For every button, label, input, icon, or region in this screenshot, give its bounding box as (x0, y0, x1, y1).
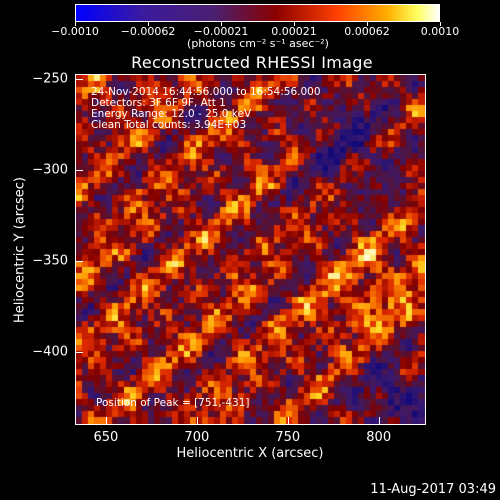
y-axis-tick-label: −350 (32, 253, 68, 269)
x-axis-tick (378, 417, 380, 425)
y-axis-tick (75, 79, 83, 81)
annotation-energy-range: Energy Range: 12.0 - 25.0 keV (91, 108, 252, 120)
x-axis-tick-label: 700 (184, 430, 210, 445)
x-axis-tick-label: 750 (275, 430, 301, 445)
annotation-detectors: Detectors: 3F 6F 9F, Att 1 (91, 97, 226, 109)
colorbar-tick-label: −0.00062 (120, 25, 176, 38)
y-axis-tick-label: −400 (32, 344, 68, 360)
y-axis-tick (75, 261, 83, 263)
heatmap-image (76, 75, 425, 424)
colorbar-tick (74, 22, 76, 26)
annotation-time-range: 24-Nov-2014 16:44:56.000 to 16:54:56.000 (91, 86, 321, 98)
colorbar-gradient (75, 4, 440, 22)
colorbar-tick (439, 22, 441, 26)
x-axis-tick (196, 417, 198, 425)
x-axis-label: Heliocentric X (arcsec) (176, 446, 324, 461)
colorbar-tick-label: 0.00062 (344, 25, 390, 38)
timestamp: 11-Aug-2017 03:49 (370, 482, 496, 497)
x-axis-tick (287, 417, 289, 425)
colorbar-tick (220, 22, 222, 26)
colorbar-tick (147, 22, 149, 26)
colorbar-tick-label: −0.00021 (193, 25, 249, 38)
colorbar-tick (366, 22, 368, 26)
colorbar-tick-label: 0.0010 (420, 25, 460, 38)
colorbar-tick (293, 22, 295, 26)
x-axis-tick-label: 650 (93, 430, 119, 445)
peak-position-label: Position of Peak = [751,-431] (96, 397, 250, 409)
colorbar-tick-label: −0.0010 (51, 25, 99, 38)
image-frame: 24-Nov-2014 16:44:56.000 to 16:54:56.000… (75, 74, 426, 425)
x-axis-tick (105, 417, 107, 425)
y-axis-tick (75, 170, 83, 172)
y-axis-label: Heliocentric Y (arcsec) (12, 177, 28, 323)
plot-title: Reconstructed RHESSI Image (131, 53, 373, 72)
colorbar-units-label: (photons cm⁻² s⁻¹ asec⁻²) (187, 37, 329, 50)
x-axis-tick-label: 800 (366, 430, 392, 445)
y-axis-tick (75, 352, 83, 354)
annotation-clean-counts: Clean Total counts: 3.94E+03 (91, 119, 247, 131)
y-axis-tick-label: −300 (32, 162, 68, 178)
y-axis-tick-label: −250 (32, 71, 68, 87)
colorbar-tick-label: 0.00021 (271, 25, 317, 38)
